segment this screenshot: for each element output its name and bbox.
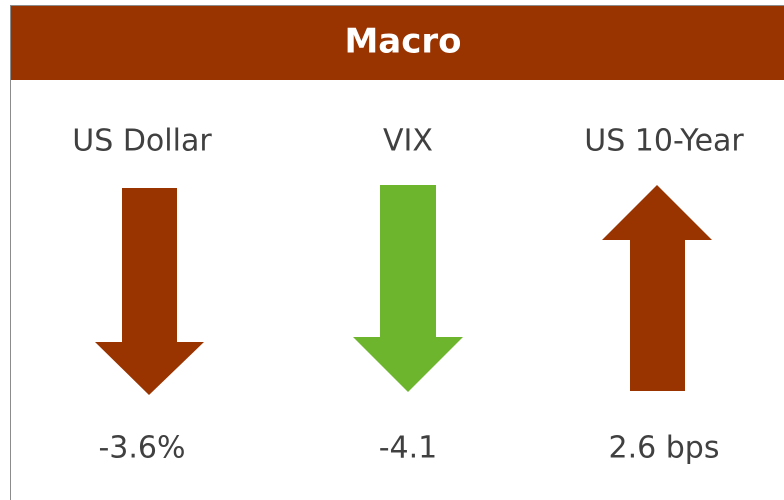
item-value: -4.1 xyxy=(379,431,438,466)
up-arrow xyxy=(602,185,712,391)
header-bar xyxy=(11,6,784,80)
item-value: -3.6% xyxy=(98,431,185,466)
item-label: US Dollar xyxy=(72,124,212,159)
header-title: Macro xyxy=(344,22,461,62)
item-label: US 10-Year xyxy=(584,124,744,159)
down-arrow xyxy=(353,185,463,392)
item-label: VIX xyxy=(383,124,433,159)
down-arrow xyxy=(95,188,204,395)
item-value: 2.6 bps xyxy=(609,431,720,466)
